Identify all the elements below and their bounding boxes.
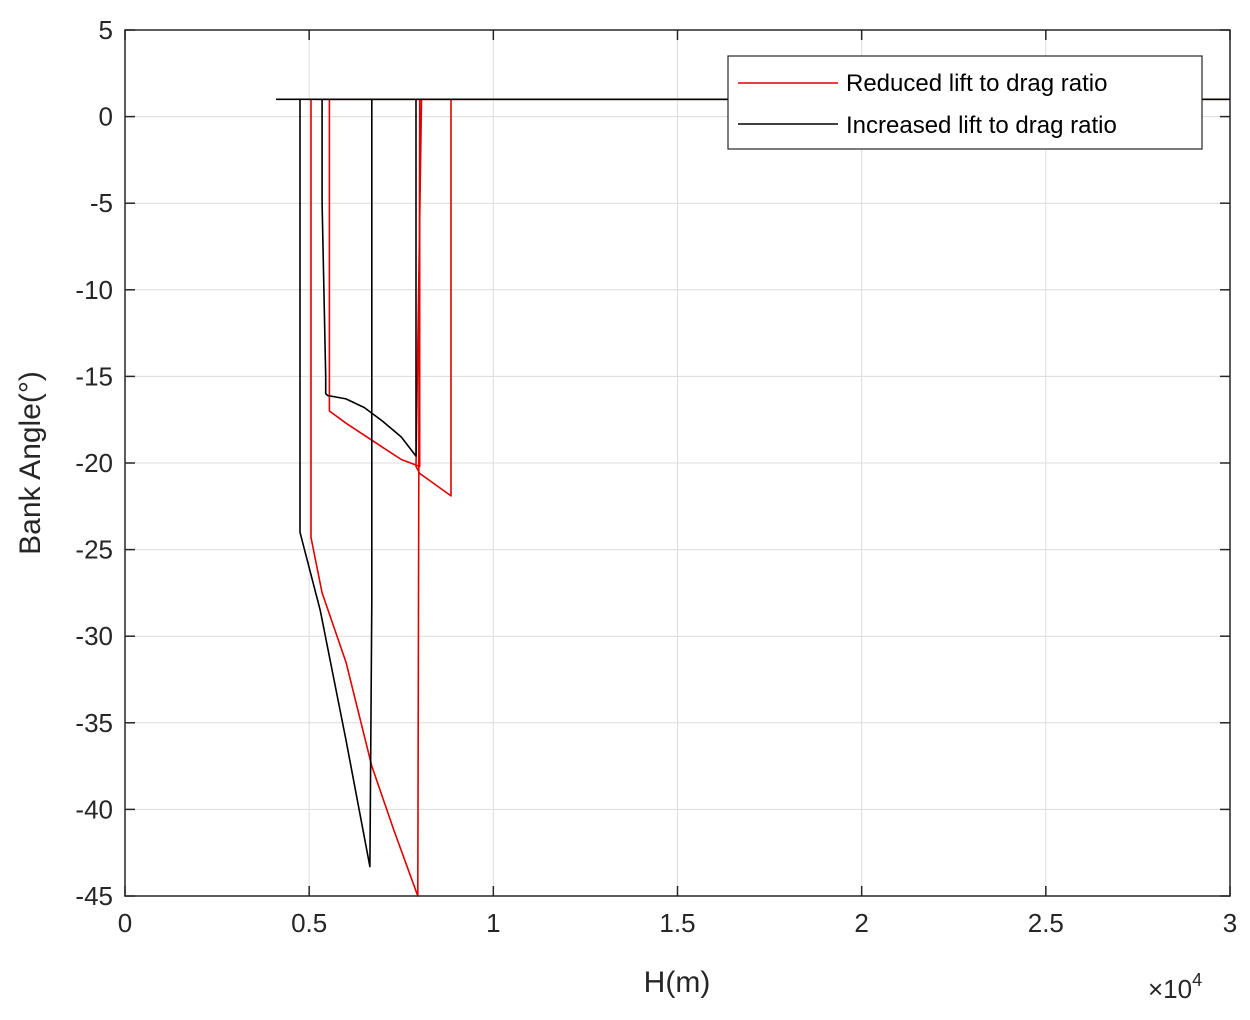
grid bbox=[125, 30, 1230, 896]
tick-labels: 0 0.5 1 1.5 2 2.5 3 5 0 -5 -10 -15 -20 -25 -30 -35 -40 -4… bbox=[75, 15, 1237, 938]
x-tick-label: 3 bbox=[1223, 908, 1237, 938]
y-tick-label: -45 bbox=[75, 881, 113, 911]
y-tick-label: -35 bbox=[75, 708, 113, 738]
y-tick-label: -20 bbox=[75, 448, 113, 478]
legend-box bbox=[727, 55, 1203, 150]
ticks bbox=[124, 29, 1231, 897]
legend-label-reduced: Reduced lift to drag ratio bbox=[846, 70, 1107, 97]
series-layer bbox=[276, 98, 1230, 897]
y-tick-label: -40 bbox=[75, 794, 113, 824]
y-tick-label: -25 bbox=[75, 535, 113, 565]
y-tick-label: 5 bbox=[99, 15, 113, 45]
legend-label-increased: Increased lift to drag ratio bbox=[846, 112, 1117, 139]
x-axis-title: H(m) bbox=[644, 966, 711, 999]
y-axis-title: Bank Angle(°) bbox=[14, 371, 47, 555]
x-tick-label: 2.5 bbox=[1028, 908, 1064, 938]
y-tick-label: -5 bbox=[90, 188, 113, 218]
x-tick-label: 0.5 bbox=[291, 908, 327, 938]
y-tick-label: -10 bbox=[75, 275, 113, 305]
legend: Reduced lift to drag ratio Increased lif… bbox=[727, 55, 1203, 150]
y-tick-label: -15 bbox=[75, 361, 113, 391]
series-line-reduced-lift bbox=[310, 98, 1230, 897]
y-tick-label: -30 bbox=[75, 621, 113, 651]
x-tick-label: 1 bbox=[486, 908, 500, 938]
x-tick-label: 0 bbox=[118, 908, 132, 938]
x-axis-exponent-base: ×10 bbox=[1148, 974, 1192, 1004]
y-tick-label: 0 bbox=[99, 102, 113, 132]
x-axis-exponent-power: 4 bbox=[1192, 970, 1202, 990]
x-tick-label: 2 bbox=[854, 908, 868, 938]
series-line-increased-lift bbox=[276, 98, 1230, 868]
x-tick-label: 1.5 bbox=[659, 908, 695, 938]
x-axis-exponent: ×104 bbox=[1148, 970, 1202, 1004]
